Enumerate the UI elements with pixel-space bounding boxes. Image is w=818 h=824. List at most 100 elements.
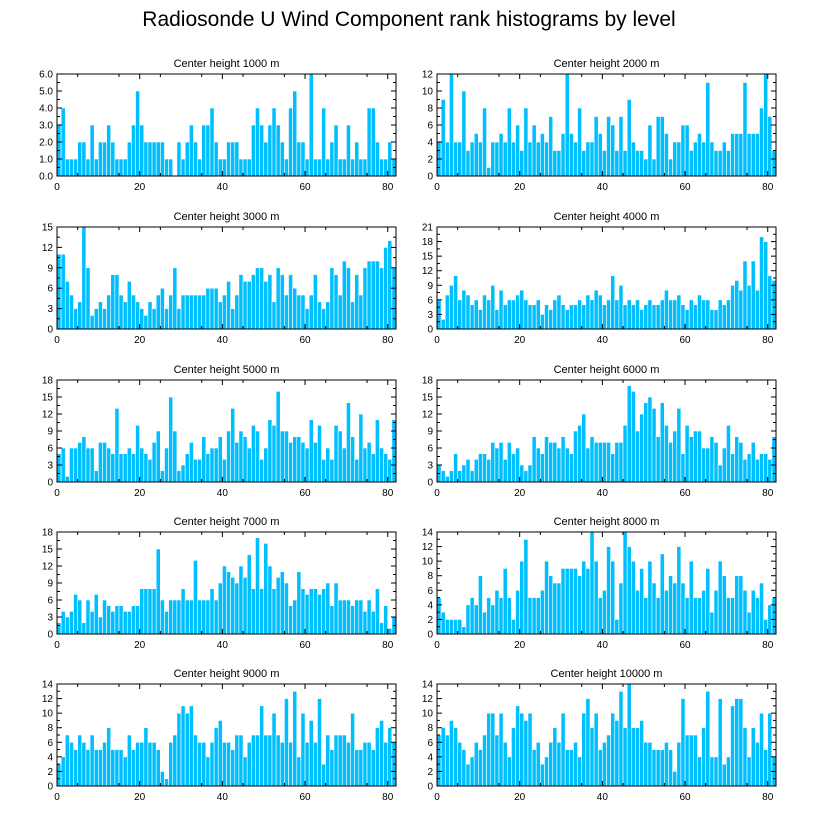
y-tick-label: 12 [422, 694, 434, 705]
bar [473, 133, 479, 177]
bar [721, 575, 727, 635]
bar [701, 141, 707, 177]
bar [176, 308, 182, 330]
bar [614, 720, 620, 787]
bar [680, 582, 686, 635]
bar [98, 141, 103, 177]
bar [511, 727, 516, 787]
bar [697, 597, 702, 635]
bar [697, 294, 702, 330]
bar [176, 470, 182, 483]
bar [676, 741, 682, 787]
x-tick-label: 20 [134, 792, 146, 803]
bar [738, 442, 744, 483]
bar [635, 150, 640, 177]
bar [655, 116, 661, 177]
bar [271, 712, 277, 787]
bar [639, 309, 645, 330]
bar [647, 299, 653, 330]
bar [147, 141, 153, 177]
bar [296, 756, 302, 787]
bar [564, 749, 570, 787]
bar [560, 568, 566, 635]
bar [693, 734, 698, 787]
bar [478, 749, 483, 787]
bar [337, 430, 343, 483]
bar [246, 158, 252, 177]
panel-title: Center height 10000 m [551, 668, 663, 680]
x-tick-label: 60 [299, 640, 311, 651]
bar [506, 107, 512, 177]
bar [564, 447, 570, 483]
bar [763, 619, 769, 635]
bar [354, 141, 360, 177]
bar [672, 582, 678, 635]
bar [771, 436, 777, 483]
bar [217, 301, 223, 330]
bar [693, 304, 698, 330]
bar [717, 698, 723, 787]
bar [693, 430, 698, 483]
bar [375, 727, 380, 787]
bar [585, 698, 591, 787]
bar [346, 124, 351, 177]
bar [560, 133, 566, 177]
bar [308, 720, 314, 787]
bar [589, 727, 595, 787]
bar [362, 158, 368, 177]
bar [742, 260, 748, 330]
bar [222, 158, 227, 177]
bar [122, 158, 128, 177]
bar [449, 284, 454, 330]
bar [502, 141, 508, 177]
bar [672, 299, 678, 330]
bar [738, 575, 744, 635]
bar [585, 294, 591, 330]
bar [573, 741, 578, 787]
bar [387, 459, 393, 483]
bar [535, 741, 541, 787]
bar [337, 599, 343, 635]
x-tick-label: 40 [597, 488, 609, 499]
bar [701, 447, 707, 483]
bar [341, 599, 347, 635]
bar [457, 470, 463, 483]
bar [64, 281, 70, 330]
bar [93, 470, 99, 483]
y-tick-label: 8 [427, 571, 433, 582]
bar [379, 447, 384, 483]
bar [635, 727, 640, 787]
bar [184, 599, 190, 635]
bar [593, 560, 599, 635]
bar [358, 749, 364, 787]
bar [151, 588, 157, 635]
bar [118, 453, 124, 483]
bar [164, 778, 169, 787]
bar [552, 442, 558, 483]
bar [391, 419, 397, 483]
bar [626, 683, 632, 787]
bar [444, 619, 450, 635]
y-tick-label: 4 [427, 138, 433, 149]
bar [226, 430, 231, 483]
bar [64, 158, 70, 177]
bar [568, 133, 574, 177]
bar [453, 141, 458, 177]
bar [738, 133, 744, 177]
bar [358, 599, 364, 635]
bar [622, 150, 628, 177]
y-tick-label: 3.0 [39, 121, 53, 132]
bar [750, 260, 756, 330]
bar [379, 720, 384, 787]
bar [672, 430, 678, 483]
bar [126, 734, 132, 787]
bar [102, 308, 107, 330]
bar [366, 442, 372, 483]
bar [296, 141, 302, 177]
y-tick-label: 2.0 [39, 138, 53, 149]
y-tick-label: 10 [422, 557, 434, 568]
bar [585, 141, 591, 177]
bar [325, 582, 331, 635]
bar [746, 133, 752, 177]
bar [602, 589, 607, 635]
